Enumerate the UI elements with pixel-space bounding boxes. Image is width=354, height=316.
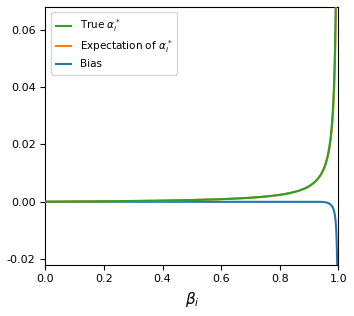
Bias [43, 200, 47, 204]
Bias [327, 202, 332, 206]
Line: Expectation of $\alpha_i^*$: Expectation of $\alpha_i^*$ [45, 0, 338, 202]
X-axis label: $\beta_i$: $\beta_i$ [184, 290, 199, 309]
Expectation of $\alpha_i^*$ [327, 145, 332, 149]
Bias [58, 200, 62, 204]
True $\alpha_i^*$ [43, 200, 47, 204]
Expectation of $\alpha_i^*$ [185, 198, 190, 202]
Line: True $\alpha_i^*$: True $\alpha_i^*$ [45, 0, 338, 202]
Bias [335, 271, 339, 275]
Bias [185, 200, 190, 204]
True $\alpha_i^*$ [327, 143, 332, 146]
Expectation of $\alpha_i^*$ [327, 146, 332, 149]
Expectation of $\alpha_i^*$ [178, 198, 182, 202]
Bias [327, 202, 332, 206]
True $\alpha_i^*$ [185, 198, 190, 202]
Bias [274, 200, 278, 204]
Expectation of $\alpha_i^*$ [43, 200, 47, 204]
True $\alpha_i^*$ [274, 193, 278, 197]
Legend: True $\alpha_i^*$, Expectation of $\alpha_i^*$, Bias: True $\alpha_i^*$, Expectation of $\alph… [51, 12, 177, 75]
Expectation of $\alpha_i^*$ [58, 200, 62, 204]
True $\alpha_i^*$ [327, 143, 332, 147]
Bias [178, 200, 182, 204]
Line: Bias: Bias [45, 202, 338, 273]
True $\alpha_i^*$ [178, 198, 182, 202]
Bias [336, 271, 340, 275]
True $\alpha_i^*$ [58, 200, 62, 204]
Expectation of $\alpha_i^*$ [274, 193, 278, 197]
